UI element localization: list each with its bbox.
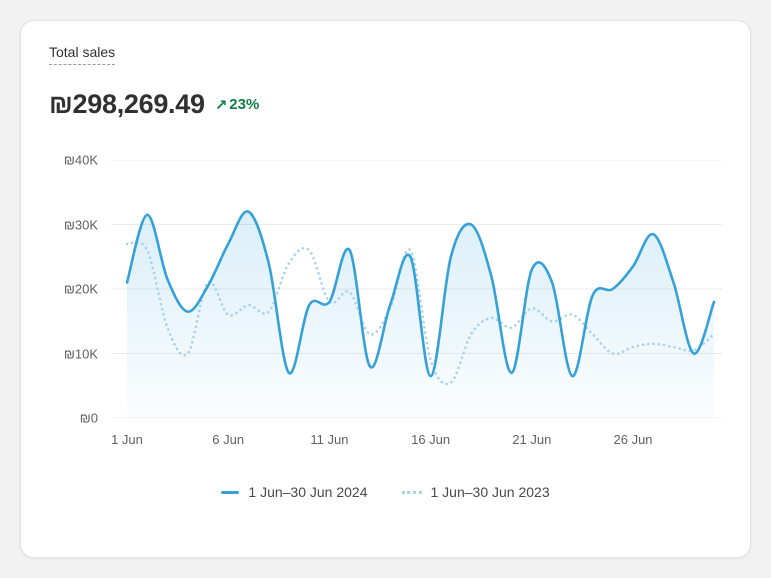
y-axis-tick-label: ₪20K bbox=[63, 281, 98, 297]
metric-value: ₪298,269.49 bbox=[49, 89, 205, 119]
y-axis-tick-label: ₪0 bbox=[79, 410, 98, 426]
legend-solid-line-icon bbox=[221, 490, 240, 494]
metric-delta: ↗ 23% bbox=[215, 96, 260, 114]
legend-item-2024[interactable]: 1 Jun–30 Jun 2024 bbox=[221, 484, 368, 500]
y-axis-tick-label: ₪40K bbox=[63, 152, 98, 168]
chart-row: ₪0 ₪10K ₪20K ₪30K ₪40K bbox=[49, 153, 722, 426]
legend-dotted-line-icon bbox=[401, 490, 422, 494]
line-2023-dotted bbox=[125, 240, 716, 386]
metric-row: ₪298,269.49 ↗ 23% bbox=[49, 89, 722, 120]
plot-area[interactable] bbox=[111, 159, 722, 419]
legend: 1 Jun–30 Jun 2024 1 Jun–30 Jun 2023 bbox=[49, 484, 722, 500]
x-axis-tick-label: 6 Jun bbox=[212, 432, 245, 447]
x-axis-tick-label: 26 Jun bbox=[613, 432, 653, 447]
x-axis-tick-label: 1 Jun bbox=[111, 432, 143, 447]
y-axis-tick-label: ₪10K bbox=[63, 346, 98, 361]
x-axis: 1 Jun 6 Jun 11 Jun 16 Jun 21 Jun 26 Jun bbox=[111, 432, 722, 452]
legend-label-2024: 1 Jun–30 Jun 2024 bbox=[248, 484, 368, 500]
x-axis-tick-label: 21 Jun bbox=[512, 432, 552, 447]
x-axis-tick-label: 16 Jun bbox=[411, 432, 451, 447]
sales-line-chart-svg bbox=[111, 159, 722, 419]
legend-label-2023: 1 Jun–30 Jun 2023 bbox=[430, 484, 550, 500]
metric-delta-value: 23% bbox=[229, 96, 260, 113]
legend-item-2023[interactable]: 1 Jun–30 Jun 2023 bbox=[401, 484, 550, 500]
total-sales-card: Total sales ₪298,269.49 ↗ 23% ₪0 ₪10K ₪20K… bbox=[20, 20, 751, 558]
card-title[interactable]: Total sales bbox=[49, 43, 116, 65]
x-axis-tick-label: 11 Jun bbox=[310, 432, 349, 447]
y-axis-tick-label: ₪30K bbox=[63, 217, 98, 232]
line-2024-solid bbox=[125, 210, 716, 378]
y-axis: ₪0 ₪10K ₪20K ₪30K ₪40K bbox=[49, 153, 111, 426]
trend-up-arrow-icon: ↗ bbox=[214, 96, 228, 114]
